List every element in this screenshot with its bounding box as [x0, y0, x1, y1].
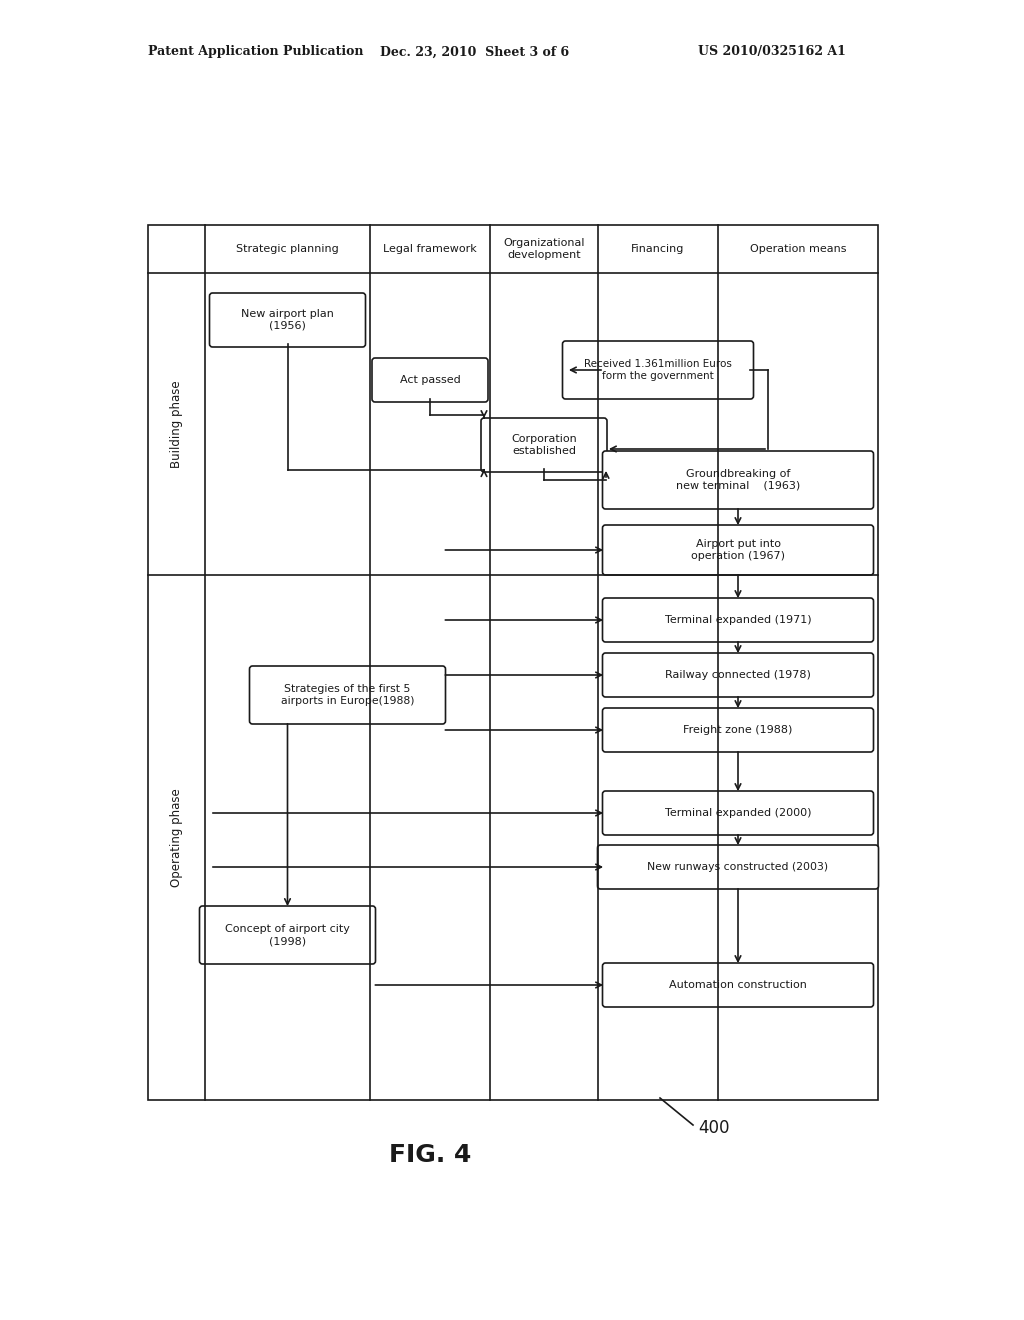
Text: 400: 400 [698, 1119, 729, 1137]
FancyBboxPatch shape [602, 598, 873, 642]
Text: US 2010/0325162 A1: US 2010/0325162 A1 [698, 45, 846, 58]
Text: Dec. 23, 2010  Sheet 3 of 6: Dec. 23, 2010 Sheet 3 of 6 [380, 45, 569, 58]
FancyBboxPatch shape [597, 845, 879, 888]
Text: Operation means: Operation means [750, 244, 846, 253]
FancyBboxPatch shape [602, 451, 873, 510]
Text: Patent Application Publication: Patent Application Publication [148, 45, 364, 58]
Text: Operating phase: Operating phase [170, 788, 183, 887]
FancyBboxPatch shape [250, 667, 445, 723]
FancyBboxPatch shape [602, 525, 873, 576]
FancyBboxPatch shape [372, 358, 488, 403]
Text: Terminal expanded (1971): Terminal expanded (1971) [665, 615, 811, 624]
Text: Corporation
established: Corporation established [511, 434, 577, 455]
Text: Airport put into
operation (1967): Airport put into operation (1967) [691, 539, 785, 561]
Bar [148, 224, 878, 1100]
Text: Automation construction: Automation construction [669, 979, 807, 990]
Text: Terminal expanded (2000): Terminal expanded (2000) [665, 808, 811, 818]
Text: Freight zone (1988): Freight zone (1988) [683, 725, 793, 735]
Text: Strategies of the first 5
airports in Europe(1988): Strategies of the first 5 airports in Eu… [281, 684, 415, 706]
Text: Received 1.361million Euros
form the government: Received 1.361million Euros form the gov… [584, 359, 732, 381]
Text: New runways constructed (2003): New runways constructed (2003) [647, 862, 828, 873]
FancyBboxPatch shape [200, 906, 376, 964]
Text: Groundbreaking of
new terminal    (1963): Groundbreaking of new terminal (1963) [676, 469, 800, 491]
FancyBboxPatch shape [602, 791, 873, 836]
Text: Act passed: Act passed [399, 375, 461, 385]
FancyBboxPatch shape [602, 964, 873, 1007]
Text: FIG. 4: FIG. 4 [389, 1143, 471, 1167]
Text: Building phase: Building phase [170, 380, 183, 467]
Text: Legal framework: Legal framework [383, 244, 477, 253]
FancyBboxPatch shape [602, 653, 873, 697]
FancyBboxPatch shape [481, 418, 607, 473]
Text: Strategic planning: Strategic planning [237, 244, 339, 253]
Text: Organizational
development: Organizational development [503, 238, 585, 260]
Text: New airport plan
(1956): New airport plan (1956) [241, 309, 334, 331]
FancyBboxPatch shape [562, 341, 754, 399]
FancyBboxPatch shape [602, 708, 873, 752]
Text: Concept of airport city
(1998): Concept of airport city (1998) [225, 924, 350, 946]
Text: Railway connected (1978): Railway connected (1978) [665, 671, 811, 680]
FancyBboxPatch shape [210, 293, 366, 347]
Text: Financing: Financing [632, 244, 685, 253]
